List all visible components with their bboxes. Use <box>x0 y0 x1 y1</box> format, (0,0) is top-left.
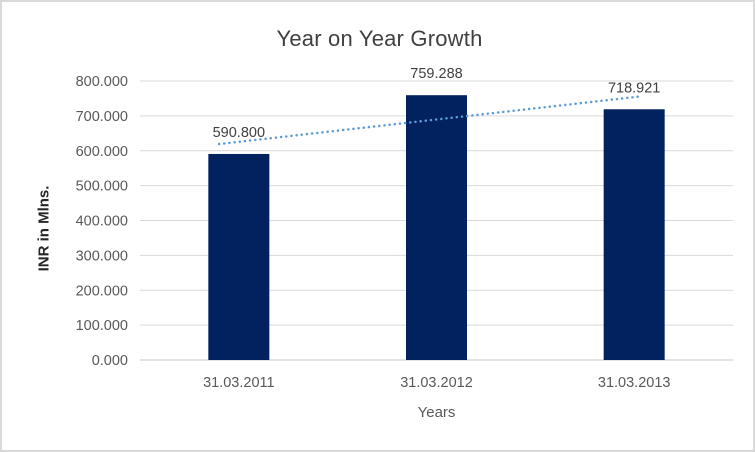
data-label: 759.288 <box>410 66 462 82</box>
y-tick-label: 500.000 <box>76 179 128 195</box>
data-label: 590.800 <box>213 125 265 141</box>
x-tick-label: 31.03.2012 <box>400 375 473 391</box>
y-tick-label: 700.000 <box>76 109 128 125</box>
y-tick-label: 800.000 <box>76 74 128 90</box>
y-tick-label: 400.000 <box>76 214 128 230</box>
y-tick-label: 200.000 <box>76 283 128 299</box>
bar <box>208 153 270 360</box>
y-tick-label: 300.000 <box>76 248 128 264</box>
y-tick-label: 600.000 <box>76 144 128 160</box>
data-label: 718.921 <box>608 80 660 96</box>
bar <box>603 109 665 360</box>
bar <box>406 95 467 361</box>
x-tick-label: 31.03.2011 <box>203 375 275 391</box>
chart-title: Year on Year Growth <box>276 26 483 51</box>
x-tick-label: 31.03.2013 <box>598 375 671 391</box>
y-tick-label: 0.000 <box>92 353 128 369</box>
x-axis-title: Years <box>417 404 456 421</box>
y-tick-label: 100.000 <box>76 318 128 334</box>
